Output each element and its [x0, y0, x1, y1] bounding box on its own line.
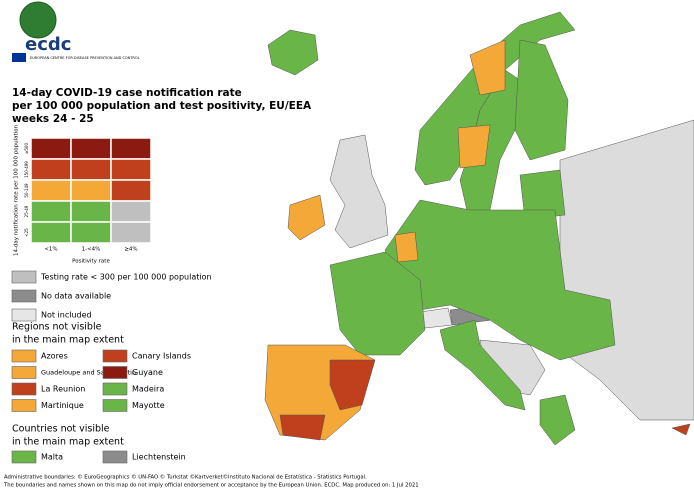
- france: [329, 251, 426, 356]
- logo-globe: [19, 1, 57, 39]
- footer-line: Administrative boundaries: © EuroGeograp…: [4, 474, 367, 481]
- legend-swatch: [11, 308, 37, 322]
- matrix-row-label: <25: [24, 228, 29, 237]
- sweden-region: [457, 124, 491, 169]
- matrix-cell: [110, 221, 152, 244]
- title-line: weeks 24 - 25: [12, 113, 94, 125]
- legend-swatch: [11, 289, 37, 303]
- legend-swatch: [11, 450, 37, 464]
- map: [264, 11, 694, 446]
- legend-swatch: [11, 399, 37, 412]
- matrix-row-label: ≥500: [24, 143, 29, 154]
- legend-label: Guyane: [132, 368, 163, 377]
- legend-swatch: [11, 270, 37, 284]
- section-title: Countries not visible: [12, 424, 110, 435]
- matrix-cell: [30, 179, 72, 202]
- legend-label: La Reunion: [41, 385, 85, 394]
- legend-swatch: [102, 382, 128, 396]
- matrix-cell: [30, 137, 72, 160]
- legend-label: Azores: [41, 352, 68, 361]
- legend-swatch: [102, 450, 128, 464]
- ireland: [287, 194, 326, 241]
- matrix-cell: [70, 221, 112, 244]
- eu-flag: [12, 53, 26, 62]
- logo-subtitle: EUROPEAN CENTRE FOR DISEASE PREVENTION A…: [30, 56, 140, 60]
- uk: [329, 134, 389, 249]
- section-title: in the main map extent: [12, 335, 124, 346]
- finland: [514, 39, 569, 161]
- legend-label: Testing rate < 300 per 100 000 populatio…: [40, 273, 212, 282]
- matrix-cell: [110, 200, 152, 223]
- legend-swatch: [102, 399, 128, 412]
- section-title: in the main map extent: [12, 437, 124, 448]
- legend-label: Liechtenstein: [132, 453, 186, 462]
- matrix-row-label: 25-49: [24, 205, 29, 217]
- matrix-cell: [70, 200, 112, 223]
- legend-swatch: [11, 349, 37, 363]
- legend-swatch: [102, 366, 128, 379]
- matrix-cell: [110, 137, 152, 160]
- matrix-cell: [30, 200, 72, 223]
- legend-label: Martinique: [41, 401, 84, 410]
- norway: [414, 11, 576, 186]
- matrix-cell: [110, 158, 152, 181]
- greece: [539, 394, 576, 446]
- legend-label: Guadeloupe and Saint Martin: [41, 369, 136, 377]
- iceland: [267, 29, 319, 76]
- matrix-cell: [30, 158, 72, 181]
- matrix-cell: [70, 158, 112, 181]
- legend-label: Canary Islands: [132, 352, 191, 361]
- matrix-cell: [70, 179, 112, 202]
- switzerland: [419, 307, 453, 329]
- matrix-y-label: 14-day notification rate per 100 000 pop…: [14, 124, 20, 256]
- legend-label: No data available: [41, 292, 111, 301]
- legend-swatch: [11, 366, 37, 379]
- footer-line: The boundaries and names shown on this m…: [3, 483, 419, 489]
- legend-swatch: [11, 382, 37, 396]
- matrix-row-label: 50-149: [24, 183, 29, 198]
- cyprus: [671, 423, 691, 436]
- matrix-row-label: 150-499: [24, 161, 29, 178]
- legend-label: Mayotte: [132, 401, 165, 410]
- matrix-column-label: <1%: [44, 247, 57, 253]
- legend-label: Malta: [41, 453, 63, 462]
- matrix-column-label: ≥4%: [124, 247, 137, 253]
- title-line: 14-day COVID-19 case notification rate: [12, 87, 242, 99]
- title-line: per 100 000 population and test positivi…: [12, 100, 312, 112]
- legend-swatch: [102, 349, 128, 363]
- matrix-cell: [30, 221, 72, 244]
- andalusia: [279, 414, 326, 441]
- baltics: [519, 169, 566, 221]
- matrix-cell: [70, 137, 112, 160]
- norway-region: [469, 39, 506, 96]
- benelux: [394, 231, 419, 263]
- legend-label: Not included: [41, 311, 92, 320]
- non-eu-land: [559, 119, 694, 421]
- spain-region: [329, 359, 376, 411]
- section-title: Regions not visible: [12, 322, 102, 333]
- matrix-x-label: Positivity rate: [72, 259, 110, 265]
- matrix-cell: [110, 179, 152, 202]
- italy: [439, 319, 526, 411]
- matrix-column-label: 1-<4%: [82, 247, 101, 253]
- central-europe: [384, 199, 616, 361]
- legend-label: Madeira: [132, 385, 164, 394]
- logo-name: ecdc: [25, 34, 71, 55]
